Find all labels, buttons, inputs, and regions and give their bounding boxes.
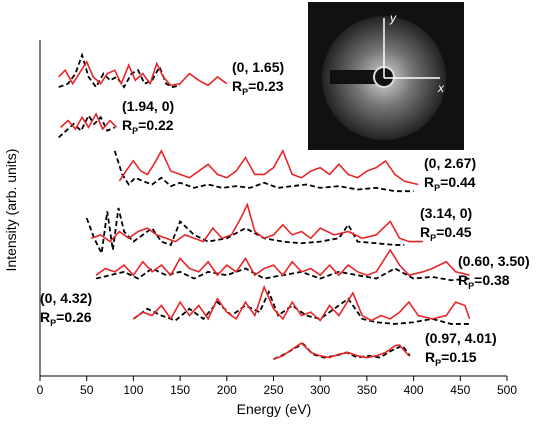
beam-label: (0, 2.67) (424, 155, 476, 171)
x-tick-label: 450 (450, 383, 470, 397)
r-factor-label: RP=0.26 (40, 309, 92, 328)
inset-y-label: y (389, 11, 397, 25)
r-factor-part: P (468, 281, 474, 291)
r-factor-label: RP=0.45 (420, 224, 472, 243)
r-factor-part: R (232, 78, 242, 94)
r-factor-part: R (458, 272, 468, 288)
x-tick-label: 500 (497, 383, 517, 397)
r-factor-part: =0.15 (441, 349, 477, 365)
inset-x-label: x (437, 81, 445, 95)
x-tick-label: 300 (310, 383, 330, 397)
experiment-curve (273, 342, 410, 360)
x-tick-label: 400 (404, 383, 424, 397)
r-factor-part: R (420, 224, 430, 240)
x-axis-label: Energy (eV) (237, 401, 312, 417)
experiment-curve (95, 248, 470, 277)
r-factor-part: P (242, 87, 248, 97)
inset-image: y x (308, 2, 464, 150)
experiment-curve (118, 149, 419, 186)
experiment-curve (58, 60, 228, 87)
r-factor-label: RP=0.23 (232, 78, 284, 97)
theory-curve (85, 207, 405, 257)
experiment-curve (60, 112, 118, 131)
theory-curve (58, 52, 181, 89)
r-factor-part: P (434, 183, 440, 193)
r-factor-part: R (40, 309, 50, 325)
r-factor-part: P (435, 358, 441, 368)
r-factor-part: R (425, 349, 435, 365)
r-factor-label: RP=0.44 (424, 174, 476, 193)
beam-label: (0, 1.65) (232, 59, 284, 75)
theory-curve (58, 113, 116, 139)
r-factor-label: RP=0.22 (122, 117, 174, 136)
r-factor-part: =0.45 (436, 224, 472, 240)
theory-curve (273, 342, 411, 361)
x-tick-label: 150 (170, 383, 190, 397)
beam-label: (3.14, 0) (420, 205, 472, 221)
r-factor-label: RP=0.15 (425, 349, 477, 368)
r-factor-part: =0.38 (474, 272, 510, 288)
x-tick-label: 250 (263, 383, 283, 397)
y-axis-label: Intensity (arb. units) (3, 149, 19, 272)
beam-label: (0, 4.32) (40, 290, 92, 306)
beam-label: (0.97, 4.01) (425, 330, 497, 346)
x-tick-label: 50 (80, 383, 94, 397)
r-factor-part: P (50, 318, 56, 328)
r-factor-part: =0.22 (138, 117, 174, 133)
r-factor-part: P (132, 126, 138, 136)
r-factor-part: P (430, 233, 436, 243)
x-tick-label: 200 (217, 383, 237, 397)
r-factor-part: R (122, 117, 132, 133)
r-factor-part: =0.26 (56, 309, 92, 325)
x-tick-label: 100 (123, 383, 143, 397)
x-tick-label: 350 (357, 383, 377, 397)
experiment-curve (132, 284, 471, 322)
theory-curve (113, 150, 414, 193)
experiment-curve (91, 202, 423, 243)
x-tick-label: 0 (37, 383, 44, 397)
r-factor-label: RP=0.38 (458, 272, 510, 291)
beam-label: (0.60, 3.50) (458, 253, 530, 269)
r-factor-part: R (424, 174, 434, 190)
r-factor-part: =0.23 (248, 78, 284, 94)
r-factor-part: =0.44 (440, 174, 476, 190)
beam-label: (1.94, 0) (122, 98, 174, 114)
